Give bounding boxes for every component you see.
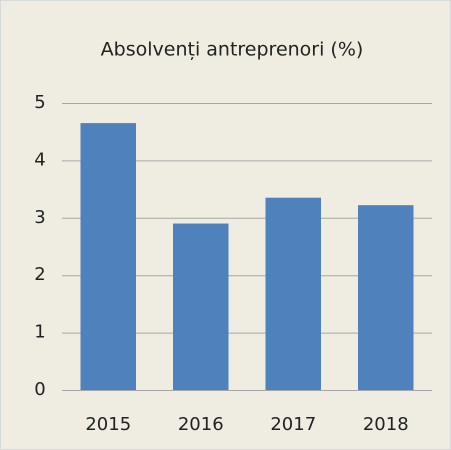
x-tick-label: 2018 bbox=[363, 414, 409, 435]
chart-title: Absolvenți antreprenori (%) bbox=[101, 39, 364, 61]
bar bbox=[80, 123, 136, 390]
x-tick-label: 2016 bbox=[178, 414, 224, 435]
bar bbox=[358, 205, 414, 390]
y-tick-label: 4 bbox=[34, 149, 45, 170]
x-tick-label: 2015 bbox=[85, 414, 131, 435]
y-tick-label: 0 bbox=[34, 379, 45, 400]
y-tick-label: 3 bbox=[34, 207, 45, 228]
y-tick-label: 1 bbox=[34, 322, 45, 343]
y-tick-label: 5 bbox=[34, 92, 45, 113]
x-tick-label: 2017 bbox=[270, 414, 316, 435]
bar bbox=[265, 197, 321, 390]
y-tick-label: 2 bbox=[34, 264, 45, 285]
bar bbox=[173, 223, 229, 390]
